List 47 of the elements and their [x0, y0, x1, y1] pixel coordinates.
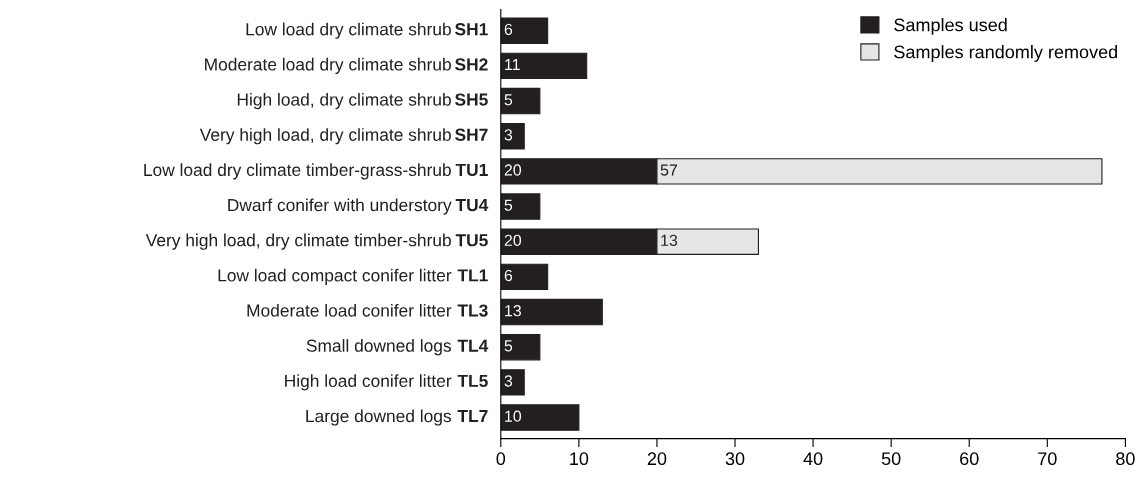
y-tick-label: Low load dry climate timber-grass-shrub TU1	[144, 163, 488, 180]
bar	[500, 52, 588, 80]
y-tick-label: Very high load, dry climate shrub SH7	[199, 128, 488, 145]
bar	[500, 333, 541, 361]
bar	[500, 193, 541, 220]
x-tick-label: 20	[647, 452, 667, 466]
bar	[500, 123, 525, 150]
bar	[500, 404, 580, 431]
y-tick-label: Moderate load dry climate shrub SH2	[205, 57, 488, 74]
x-tick-label: 50	[881, 452, 901, 466]
y-tick-label: Low load compact conifer litter TL1	[218, 268, 488, 285]
y-tick-label: Low load dry climate shrub SH1	[246, 22, 488, 39]
x-tick-label: 40	[803, 452, 823, 466]
x-tick-label: 70	[1038, 452, 1057, 466]
x-tick-label: 10	[570, 452, 589, 466]
bar	[500, 298, 603, 326]
y-tick-label: High load, dry climate shrub SH5	[237, 92, 488, 110]
data-label: 13	[505, 305, 521, 317]
x-tick-label: 60	[960, 452, 979, 466]
data-label: 11	[505, 59, 520, 71]
bar	[500, 263, 549, 291]
data-label: 6	[504, 23, 513, 36]
y-tick-label: Large downed logs TL7	[306, 409, 488, 426]
bar	[500, 369, 525, 396]
data-label: 6	[504, 269, 513, 282]
y-tick-label: High load conifer litter TL5	[285, 374, 488, 391]
y-tick-label: Very high load, dry climate timber-shrub TU5	[145, 233, 488, 250]
y-tick-label: Small downed logs TL4	[306, 339, 489, 356]
y-tick-label: Dwarf conifer with understory TU4	[228, 198, 489, 215]
data-label: 5	[504, 94, 513, 106]
data-label: 20	[504, 164, 522, 176]
data-label: 3	[504, 375, 513, 387]
bar	[500, 87, 541, 115]
data-label: 10	[505, 410, 522, 422]
legend-label: Samples randomly removed	[894, 45, 1117, 62]
x-tick-label: 30	[725, 452, 745, 466]
y-tick-label: Moderate load conifer litter TL3	[247, 303, 488, 317]
data-label: 3	[504, 129, 513, 141]
x-tick-label: 0	[496, 452, 506, 466]
bar	[500, 17, 549, 44]
data-label: 20	[504, 234, 522, 246]
data-label: 5	[504, 340, 513, 352]
data-label: 57	[660, 164, 678, 176]
data-label: 13	[661, 234, 678, 246]
legend-label: Samples used	[894, 18, 1007, 35]
x-tick-label: 80	[1116, 452, 1135, 466]
data-label: 5	[504, 199, 513, 211]
